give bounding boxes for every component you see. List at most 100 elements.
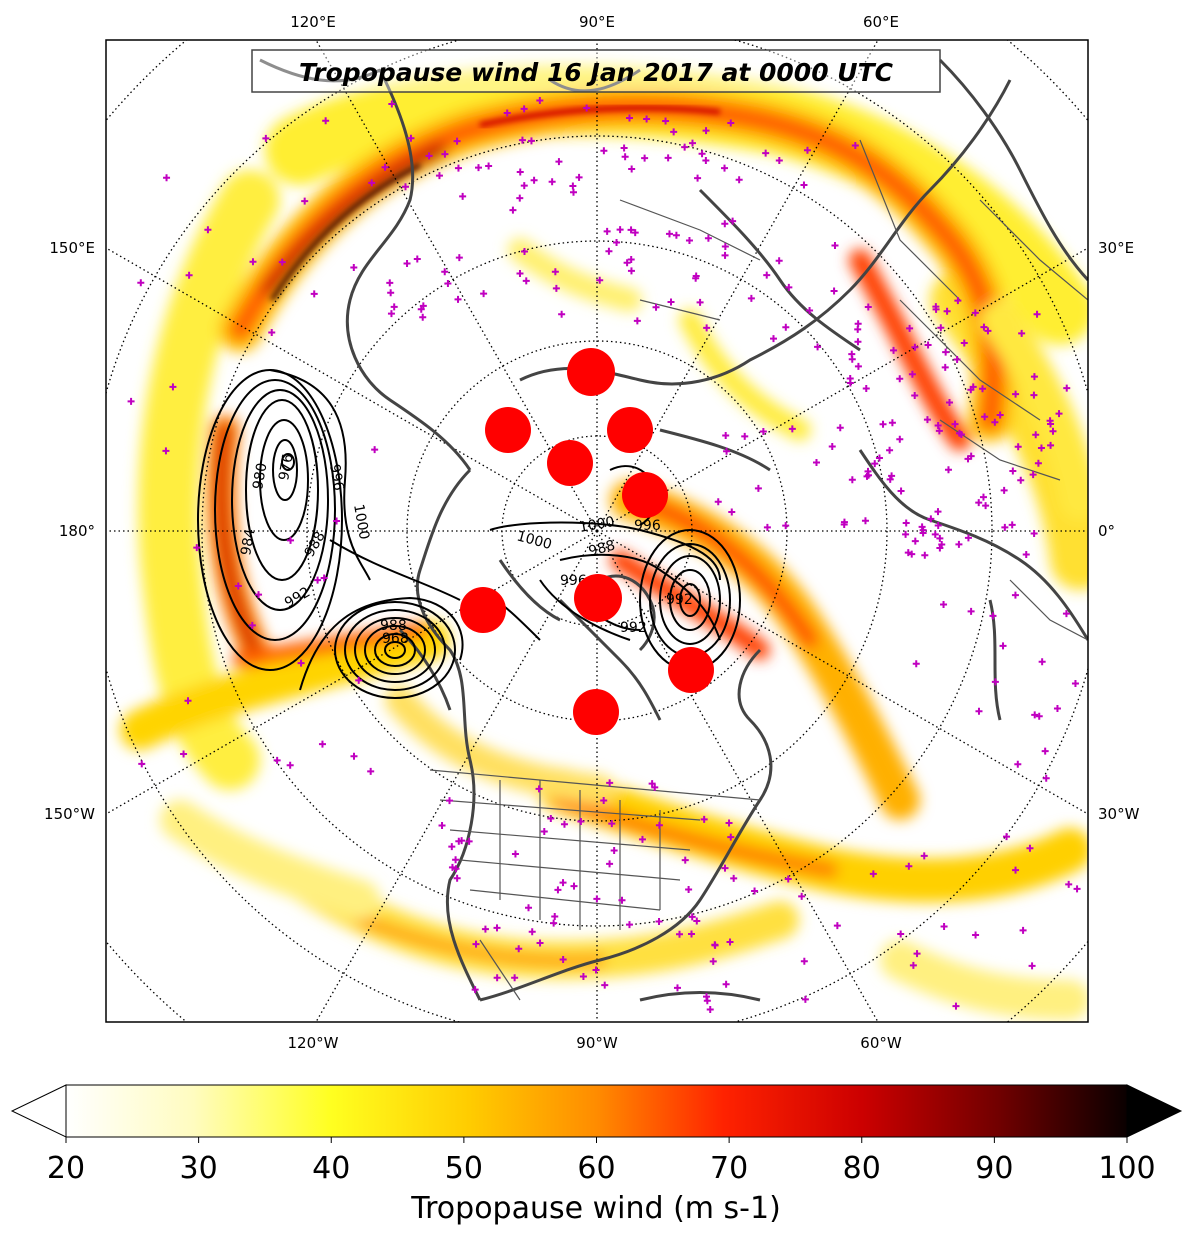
station-marker bbox=[812, 458, 820, 466]
station-marker bbox=[670, 128, 678, 136]
station-marker bbox=[570, 882, 578, 890]
station-marker bbox=[605, 247, 613, 255]
station-markers bbox=[127, 96, 1081, 1013]
station-marker bbox=[633, 317, 641, 325]
station-marker bbox=[454, 164, 462, 172]
station-marker bbox=[297, 659, 305, 667]
station-marker bbox=[625, 114, 633, 122]
lon-label-top: 120°E bbox=[290, 13, 336, 31]
station-marker bbox=[652, 303, 660, 311]
station-marker bbox=[301, 197, 309, 205]
station-marker bbox=[560, 820, 568, 828]
station-marker bbox=[952, 1002, 960, 1010]
station-marker bbox=[559, 955, 567, 963]
red-marker bbox=[573, 689, 619, 735]
station-marker bbox=[643, 115, 651, 123]
station-marker bbox=[610, 847, 618, 855]
station-marker bbox=[371, 446, 379, 454]
station-marker bbox=[1063, 384, 1071, 392]
station-marker bbox=[1037, 444, 1045, 452]
station-marker bbox=[940, 922, 948, 930]
station-marker bbox=[455, 837, 463, 845]
station-marker bbox=[696, 298, 704, 306]
colorbar-tick-label: 40 bbox=[312, 1151, 350, 1186]
station-marker bbox=[698, 150, 706, 158]
station-marker bbox=[909, 961, 917, 969]
station-marker bbox=[518, 136, 526, 144]
station-marker bbox=[579, 972, 587, 980]
station-marker bbox=[480, 290, 488, 298]
station-marker bbox=[606, 779, 614, 787]
contour-label: 996 bbox=[634, 518, 661, 534]
station-marker bbox=[613, 238, 621, 246]
station-marker bbox=[905, 862, 913, 870]
station-marker bbox=[664, 154, 672, 162]
station-marker bbox=[530, 176, 538, 184]
station-marker bbox=[989, 612, 997, 620]
station-marker bbox=[1001, 523, 1009, 531]
station-marker bbox=[444, 280, 452, 288]
station-marker bbox=[1053, 705, 1061, 712]
station-marker bbox=[979, 385, 987, 393]
station-marker bbox=[714, 498, 722, 506]
station-marker bbox=[381, 163, 389, 171]
station-marker bbox=[741, 432, 749, 440]
station-marker bbox=[762, 149, 770, 157]
station-marker bbox=[527, 137, 535, 145]
station-marker bbox=[1022, 551, 1030, 559]
station-marker bbox=[368, 179, 376, 187]
station-marker bbox=[943, 307, 951, 315]
station-marker bbox=[459, 192, 467, 200]
station-marker bbox=[871, 460, 879, 468]
contour-label: 988 bbox=[380, 618, 407, 634]
station-marker bbox=[967, 607, 975, 615]
station-marker bbox=[1000, 486, 1008, 494]
station-marker bbox=[592, 966, 600, 974]
station-marker bbox=[775, 257, 783, 265]
station-marker bbox=[569, 188, 577, 196]
contour-label: 988 bbox=[587, 537, 617, 559]
station-marker bbox=[723, 447, 731, 455]
station-marker bbox=[1042, 774, 1050, 782]
station-marker bbox=[559, 879, 567, 887]
station-marker bbox=[169, 383, 177, 391]
station-marker bbox=[528, 928, 536, 936]
station-marker bbox=[960, 339, 968, 347]
station-marker bbox=[692, 272, 700, 280]
station-marker bbox=[730, 874, 738, 882]
station-marker bbox=[453, 137, 461, 145]
station-marker bbox=[1030, 373, 1038, 381]
station-marker bbox=[754, 484, 762, 492]
station-marker bbox=[520, 182, 528, 190]
station-marker bbox=[727, 119, 735, 127]
station-marker bbox=[702, 156, 710, 164]
station-marker bbox=[725, 819, 733, 827]
station-marker bbox=[984, 327, 992, 335]
station-marker bbox=[322, 117, 330, 125]
station-marker bbox=[934, 421, 942, 429]
graticule-labels: 120°E 90°E 60°E 120°W 90°W 60°W 150°E 18… bbox=[44, 13, 1140, 1052]
lon-label-bottom: 90°W bbox=[576, 1034, 618, 1052]
station-marker bbox=[1047, 420, 1055, 428]
station-marker bbox=[923, 416, 931, 424]
station-marker bbox=[448, 863, 456, 871]
station-marker bbox=[828, 443, 836, 451]
station-marker bbox=[935, 427, 943, 435]
station-marker bbox=[515, 945, 523, 953]
station-marker bbox=[577, 818, 585, 826]
station-marker bbox=[387, 289, 395, 297]
station-marker bbox=[623, 259, 631, 267]
station-marker bbox=[438, 821, 446, 829]
station-marker bbox=[775, 156, 783, 164]
station-marker bbox=[727, 833, 735, 841]
station-marker bbox=[833, 922, 841, 930]
station-marker bbox=[551, 268, 559, 276]
station-marker bbox=[452, 856, 460, 864]
station-marker bbox=[782, 323, 790, 331]
station-marker bbox=[1032, 431, 1040, 439]
lon-label-bottom: 120°W bbox=[288, 1034, 339, 1052]
station-marker bbox=[665, 230, 673, 238]
station-marker bbox=[991, 678, 999, 686]
station-marker bbox=[864, 467, 872, 475]
station-marker bbox=[403, 260, 411, 268]
